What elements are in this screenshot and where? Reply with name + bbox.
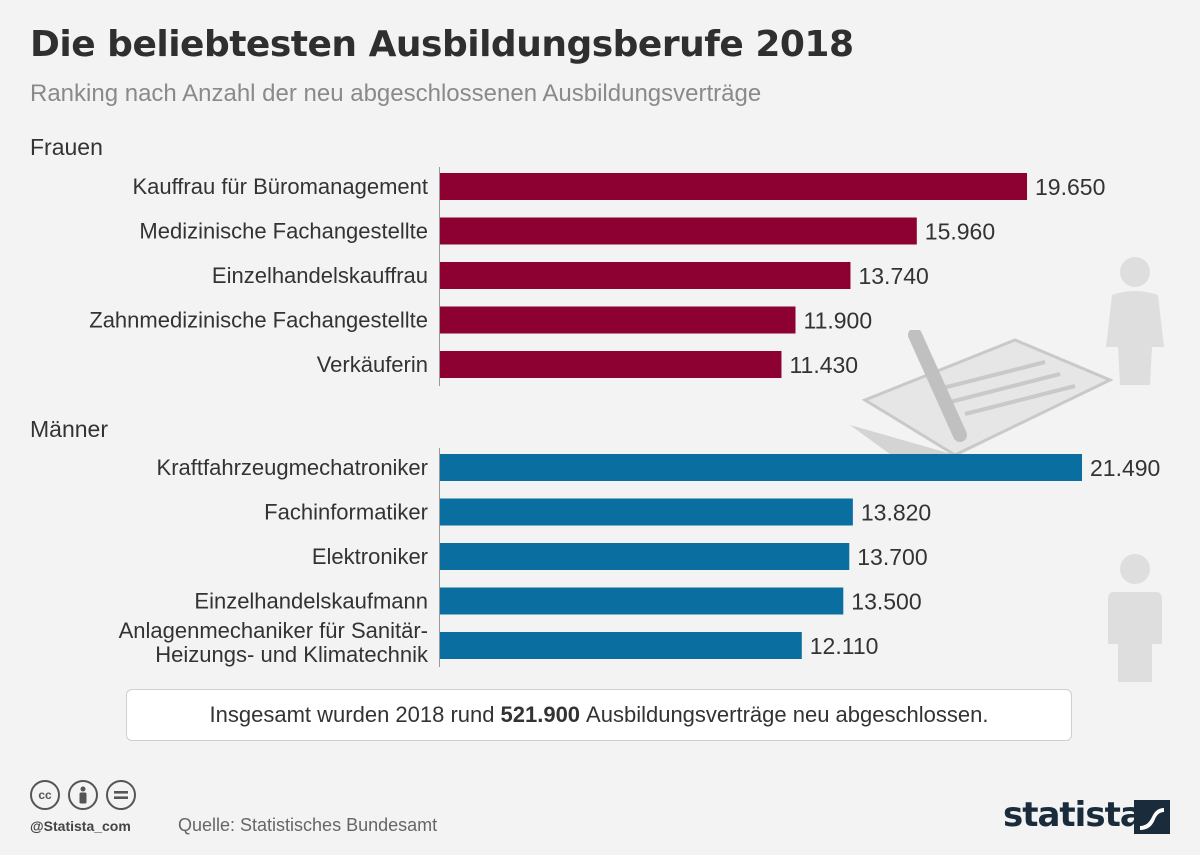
statista-logo-icon[interactable] [1134,800,1170,834]
source-text: Quelle: Statistisches Bundesamt [178,815,438,835]
value-label: 13.500 [851,589,921,615]
value-label: 13.740 [858,263,928,289]
section-label-men: Männer [30,416,108,442]
category-label: Kauffrau für Büromanagement [132,174,428,199]
summary-note: Insgesamt wurden 2018 rund 521.900 Ausbi… [126,689,1072,741]
value-label: 12.110 [810,633,879,659]
value-label: 15.960 [925,219,995,245]
no-derivatives-icon[interactable] [106,780,136,810]
category-label: Zahnmedizinische Fachangestellte [89,308,428,333]
value-label: 13.820 [861,500,931,526]
brand-logo-text[interactable]: statista [1003,795,1143,835]
bar-women-1 [440,217,917,245]
attribution-icon[interactable] [68,780,98,810]
bar-women-4 [440,351,782,378]
section-label-women: Frauen [30,134,103,160]
bar-men-4 [440,632,802,659]
category-label: Kraftfahrzeugmechatroniker [157,455,428,480]
value-label: 19.650 [1035,174,1105,200]
bar-men-0 [440,454,1082,481]
note-prefix: Insgesamt wurden 2018 rund [209,702,495,727]
category-label: Fachinformatiker [264,500,428,525]
category-label: Anlagenmechaniker für Sanitär-Heizungs- … [119,618,429,667]
value-label: 21.490 [1090,455,1160,481]
note-highlight: 521.900 [500,702,581,727]
value-label: 11.900 [804,308,873,334]
category-label: Verkäuferin [317,352,428,377]
category-label: Einzelhandelskauffrau [212,263,428,288]
category-label: Elektroniker [312,544,428,569]
value-label: 13.700 [857,544,927,570]
woman-icon [1106,257,1164,385]
bar-women-0 [440,173,1028,200]
bar-women-2 [440,262,851,289]
cc-icon[interactable]: cc [30,780,60,810]
category-label: Einzelhandelskaufmann [194,589,428,614]
social-handle[interactable]: @Statista_com [30,818,131,834]
bar-men-1 [440,498,853,526]
bar-women-3 [440,306,796,334]
bar-men-3 [440,587,844,615]
bar-men-2 [440,543,850,570]
value-label: 11.430 [789,352,858,378]
category-label: Medizinische Fachangestellte [139,219,428,244]
chart-title: Die beliebtesten Ausbildungsberufe 2018 [30,24,854,65]
license-icons: cc [30,780,136,810]
chart-subtitle: Ranking nach Anzahl der neu abgeschlosse… [30,80,762,107]
note-suffix: Ausbildungsverträge neu abgeschlossen. [586,702,989,727]
man-icon [1108,554,1162,682]
